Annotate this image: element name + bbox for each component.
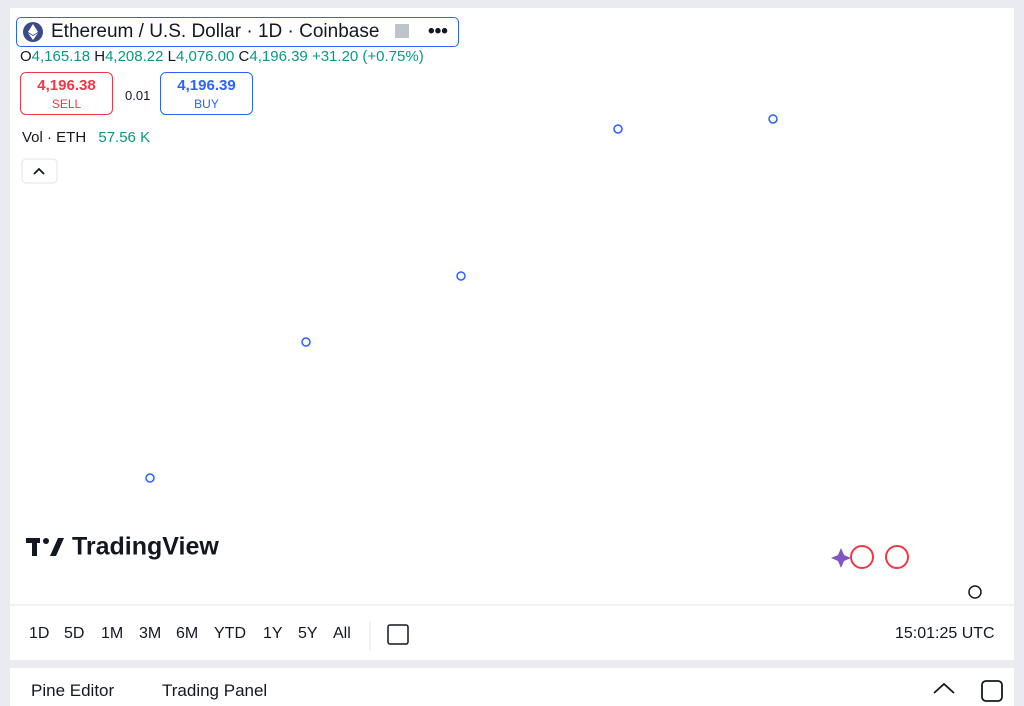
clock[interactable]: 15:01:25 UTC (895, 625, 995, 642)
watermark: TradingView (26, 533, 219, 561)
timeframe-button[interactable]: 5Y (298, 625, 318, 642)
sell-label: SELL (51, 97, 82, 111)
bottom-panel (10, 668, 1014, 706)
sell-price: 4,196.38 (37, 77, 96, 94)
timeframe-button[interactable]: YTD (214, 625, 246, 642)
sell-button[interactable]: 4,196.38 SELL (20, 72, 113, 115)
panel-tab[interactable]: Trading Panel (162, 681, 268, 700)
logo-shape (32, 538, 37, 556)
event-marker[interactable] (456, 271, 466, 281)
ohlc-value: 4,208.22 (105, 48, 164, 65)
timeframe-button[interactable]: 1M (101, 625, 124, 642)
timeframe-button[interactable]: 3M (139, 625, 162, 642)
chevron-icon (33, 167, 45, 175)
timeframe-button[interactable]: 1D (29, 625, 50, 642)
logo-shape (43, 538, 49, 544)
event-marker[interactable] (613, 124, 623, 134)
ohlc-legend: O4,165.18 H4,208.22 L4,076.00 C4,196.39 … (20, 48, 424, 65)
symbol-text: Ethereum / U.S. Dollar · 1D · Coinbase (51, 21, 380, 42)
ohlc-change: +31.20 (+0.75%) (311, 48, 424, 65)
symbol-title[interactable]: Ethereum / U.S. Dollar · 1D · Coinbase •… (16, 17, 459, 47)
chart-panel (10, 8, 1014, 660)
event-marker[interactable] (768, 114, 778, 124)
ohlc-value: 4,165.18 (31, 48, 91, 65)
ohlc-value: 4,076.00 (175, 48, 235, 65)
buy-price: 4,196.39 (177, 77, 236, 94)
flag-icon (394, 24, 409, 38)
collapse-button[interactable] (21, 158, 58, 184)
buy-button[interactable]: 4,196.39 BUY (160, 72, 253, 115)
date-range-icon[interactable] (387, 624, 409, 645)
volume-legend: Vol · ETH 57.56 K (22, 129, 150, 146)
volume-legend-value: 57.56 K (98, 129, 151, 146)
sparkle-icon (831, 548, 851, 568)
timeframe-button[interactable]: 1Y (263, 625, 283, 642)
timeframe-button[interactable]: All (333, 625, 351, 642)
economic-event[interactable] (850, 545, 874, 569)
ohlc-key: C (238, 48, 250, 65)
ohlc-key: O (20, 48, 32, 65)
buy-label: BUY (194, 97, 219, 111)
ohlc-key: L (167, 48, 176, 65)
eth-icon (23, 22, 43, 42)
ohlc-value: 4,196.39 (249, 48, 308, 65)
logo-shape (50, 538, 64, 556)
economic-event[interactable] (885, 545, 909, 569)
settings-icon[interactable] (968, 585, 982, 599)
maximize-panel-icon[interactable] (981, 680, 1003, 702)
eth-icon-glyph (28, 24, 38, 40)
collapse-panel-icon[interactable] (933, 682, 955, 694)
more-icon[interactable]: ••• (427, 21, 448, 42)
ohlc-key: H (94, 48, 106, 65)
event-marker[interactable] (145, 473, 155, 483)
watermark-text: TradingView (72, 533, 219, 561)
volume-legend-label: Vol · ETH (22, 129, 87, 146)
panel-tab[interactable]: Pine Editor (31, 681, 115, 700)
spread: 0.01 (125, 88, 151, 103)
timeframe-button[interactable]: 6M (176, 625, 199, 642)
event-marker[interactable] (301, 337, 311, 347)
timeframe-button[interactable]: 5D (64, 625, 85, 642)
